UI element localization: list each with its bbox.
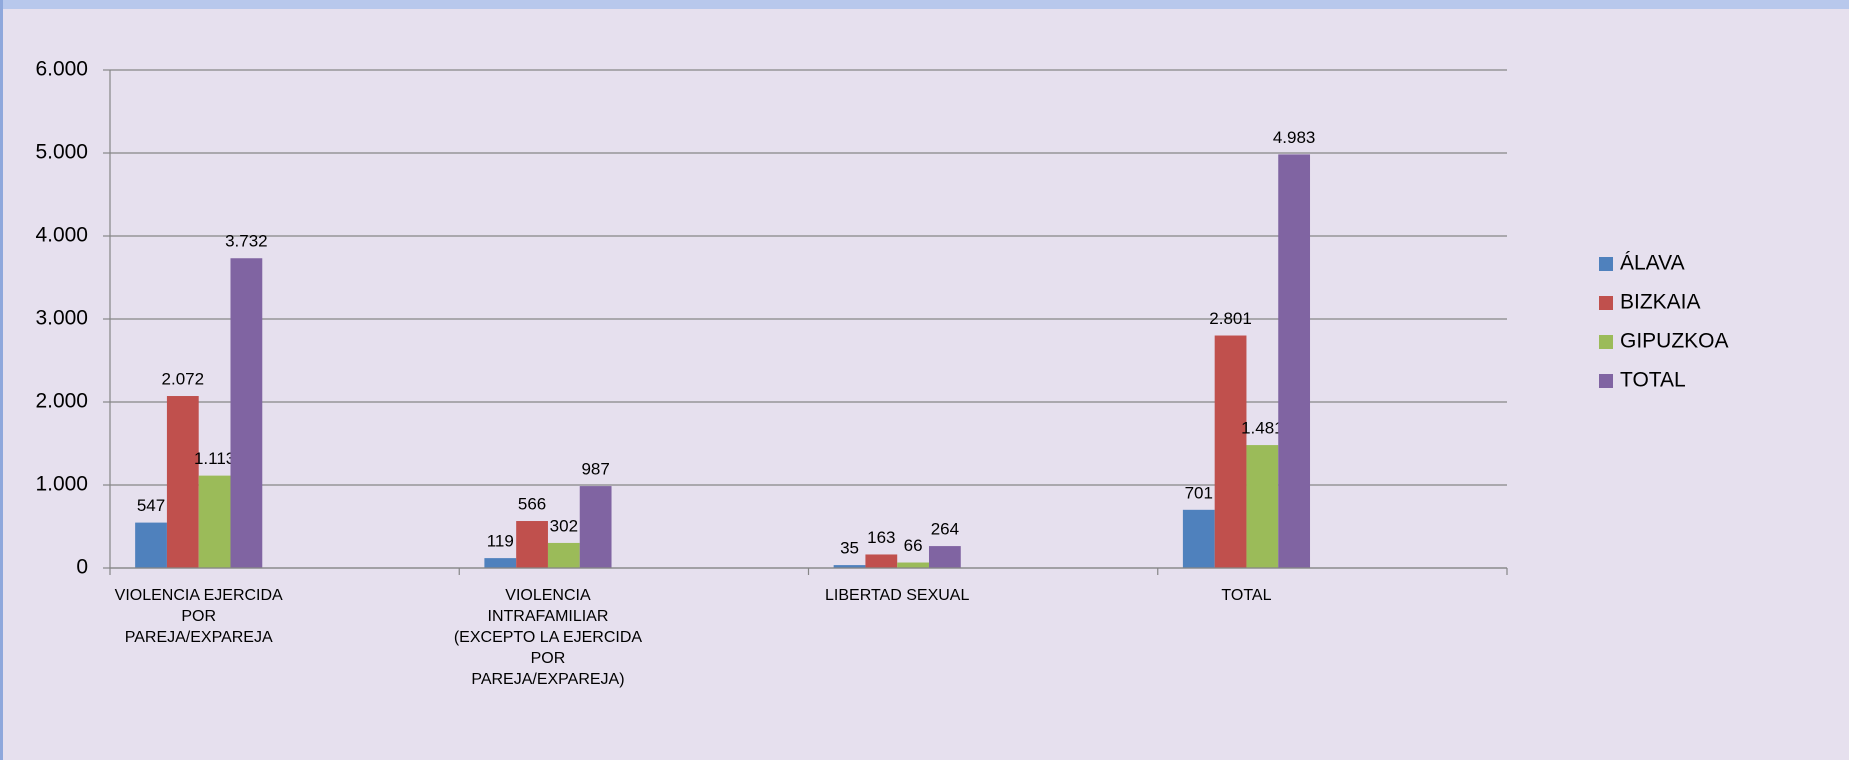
bar xyxy=(484,558,517,568)
value-label: 1.113 xyxy=(194,449,235,468)
value-label: 566 xyxy=(518,495,546,514)
bar xyxy=(579,486,612,568)
y-tick-label: 2.000 xyxy=(35,390,88,413)
legend-swatch xyxy=(1599,335,1613,349)
y-tick-label: 0 xyxy=(76,556,88,579)
bar xyxy=(230,258,263,568)
bar xyxy=(547,542,580,568)
legend-label: GIPUZKOA xyxy=(1620,330,1729,353)
value-label: 2.801 xyxy=(1209,309,1252,328)
bar xyxy=(865,554,898,568)
x-tick-label: INTRAFAMILIAR xyxy=(488,608,609,625)
value-label: 66 xyxy=(904,536,923,555)
value-label: 264 xyxy=(931,520,959,539)
x-tick-label: POR xyxy=(181,608,216,625)
x-tick-label: TOTAL xyxy=(1221,587,1271,604)
value-label: 547 xyxy=(137,496,165,515)
bar xyxy=(833,565,866,568)
x-tick-label: VIOLENCIA xyxy=(505,587,591,604)
bar xyxy=(1214,335,1247,568)
left-border xyxy=(0,0,3,760)
top-border xyxy=(0,0,1849,9)
x-tick-label: (EXCEPTO LA EJERCIDA xyxy=(454,629,643,646)
x-tick-label: POR xyxy=(531,650,566,667)
bar xyxy=(1246,445,1279,568)
bar xyxy=(516,521,548,568)
y-tick-label: 6.000 xyxy=(35,58,88,81)
y-tick-label: 4.000 xyxy=(35,224,88,247)
legend-label: BIZKAIA xyxy=(1620,291,1701,314)
x-tick-label: LIBERTAD SEXUAL xyxy=(825,587,969,604)
x-tick-label: PAREJA/EXPAREJA) xyxy=(471,671,624,688)
value-label: 35 xyxy=(840,539,859,558)
value-label: 2.072 xyxy=(162,370,205,389)
legend-label: ÁLAVA xyxy=(1620,252,1685,275)
x-tick-label: VIOLENCIA EJERCIDA xyxy=(115,587,283,604)
bar xyxy=(1278,154,1311,568)
bar xyxy=(166,396,199,568)
y-tick-label: 1.000 xyxy=(35,473,88,496)
bar xyxy=(897,562,929,568)
value-label: 163 xyxy=(867,528,895,547)
bar xyxy=(198,475,231,568)
legend-swatch xyxy=(1599,296,1613,310)
value-label: 3.732 xyxy=(225,232,268,251)
value-label: 701 xyxy=(1185,483,1213,502)
y-tick-label: 3.000 xyxy=(35,307,88,330)
value-label: 119 xyxy=(487,532,514,551)
legend-swatch xyxy=(1599,257,1613,271)
value-label: 302 xyxy=(550,516,578,535)
legend-swatch xyxy=(1599,374,1613,388)
bar xyxy=(928,546,961,568)
value-label: 4.983 xyxy=(1273,128,1316,147)
value-label: 1.481 xyxy=(1241,419,1284,438)
legend-label: TOTAL xyxy=(1620,369,1686,392)
y-tick-label: 5.000 xyxy=(35,141,88,164)
bar xyxy=(1182,509,1215,568)
x-tick-label: PAREJA/EXPAREJA xyxy=(125,629,273,646)
bar xyxy=(135,522,167,568)
value-label: 987 xyxy=(581,460,609,479)
